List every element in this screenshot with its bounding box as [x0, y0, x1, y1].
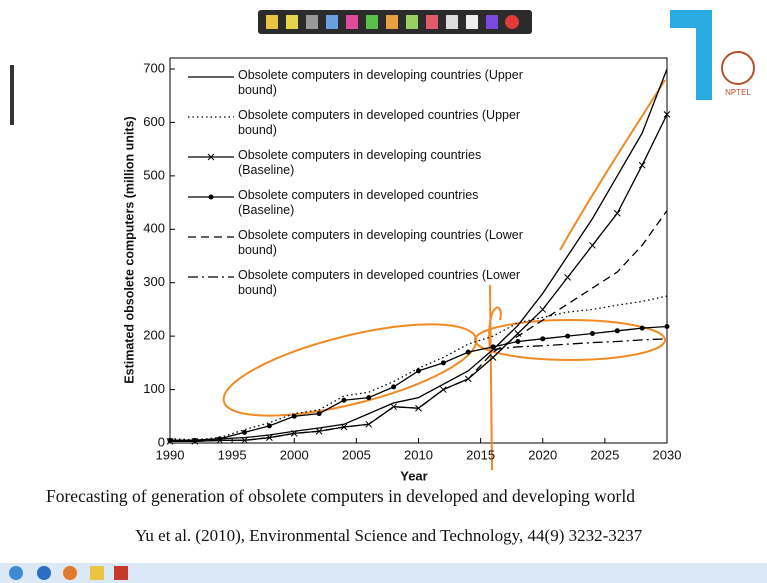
marker-dot — [515, 339, 520, 344]
marker-dot — [665, 324, 670, 329]
marker-x — [565, 274, 571, 280]
marker-dot — [416, 368, 421, 373]
y-tick-label: 400 — [143, 221, 165, 236]
marker-dot — [217, 436, 222, 441]
marker-dot — [192, 438, 197, 443]
y-tick-label: 300 — [143, 274, 165, 289]
marker-dot — [565, 334, 570, 339]
marker-dot — [168, 438, 173, 443]
marker-dot — [341, 398, 346, 403]
marker-dot — [491, 344, 496, 349]
marker-dot — [640, 326, 645, 331]
legend-label: Obsolete computers in developed countrie… — [238, 268, 538, 298]
y-tick-label: 100 — [143, 381, 165, 396]
x-tick-label: 2015 — [466, 447, 495, 462]
x-tick-label: 1990 — [156, 447, 185, 462]
x-tick-label: 2025 — [590, 447, 619, 462]
marker-dot — [242, 430, 247, 435]
edge-mark — [10, 65, 14, 125]
y-tick-label: 200 — [143, 328, 165, 343]
marker-dot — [590, 331, 595, 336]
caption: Forecasting of generation of obsolete co… — [46, 486, 635, 507]
page: NPTEL Year Estimated obsolete computers … — [0, 0, 767, 583]
marker-dot — [267, 423, 272, 428]
marker-x — [589, 242, 595, 248]
marker-x — [614, 210, 620, 216]
y-axis-label: Estimated obsolete computers (million un… — [122, 116, 136, 383]
marker-dot — [466, 350, 471, 355]
y-tick-label: 500 — [143, 167, 165, 182]
legend-label: Obsolete computers in developing countri… — [238, 68, 538, 98]
y-tick-label: 700 — [143, 60, 165, 75]
series-line — [170, 296, 667, 440]
marker-dot — [317, 411, 322, 416]
x-tick-label: 2030 — [653, 447, 682, 462]
legend-label: Obsolete computers in developing countri… — [238, 148, 538, 178]
x-tick-label: 2010 — [404, 447, 433, 462]
logo-emblem — [722, 52, 754, 84]
x-tick-label: 2020 — [528, 447, 557, 462]
marker-x — [540, 306, 546, 312]
marker-dot — [292, 414, 297, 419]
marker-x — [639, 162, 645, 168]
y-tick-label: 600 — [143, 114, 165, 129]
x-tick-label: 2005 — [342, 447, 371, 462]
marker-dot — [615, 328, 620, 333]
marker-dot — [366, 395, 371, 400]
x-axis-label: Year — [400, 468, 427, 483]
marker-dot — [540, 336, 545, 341]
marker-dot — [441, 360, 446, 365]
legend-label: Obsolete computers in developed countrie… — [238, 108, 538, 138]
citation: Yu et al. (2010), Environmental Science … — [135, 526, 642, 546]
logo-text: NPTEL — [725, 88, 751, 97]
legend-label: Obsolete computers in developing countri… — [238, 228, 538, 258]
marker-dot — [391, 384, 396, 389]
legend-label: Obsolete computers in developed countrie… — [238, 188, 538, 218]
x-tick-label: 1995 — [218, 447, 247, 462]
logo-bar — [696, 10, 712, 100]
marker-dot — [209, 195, 214, 200]
x-tick-label: 2000 — [280, 447, 309, 462]
